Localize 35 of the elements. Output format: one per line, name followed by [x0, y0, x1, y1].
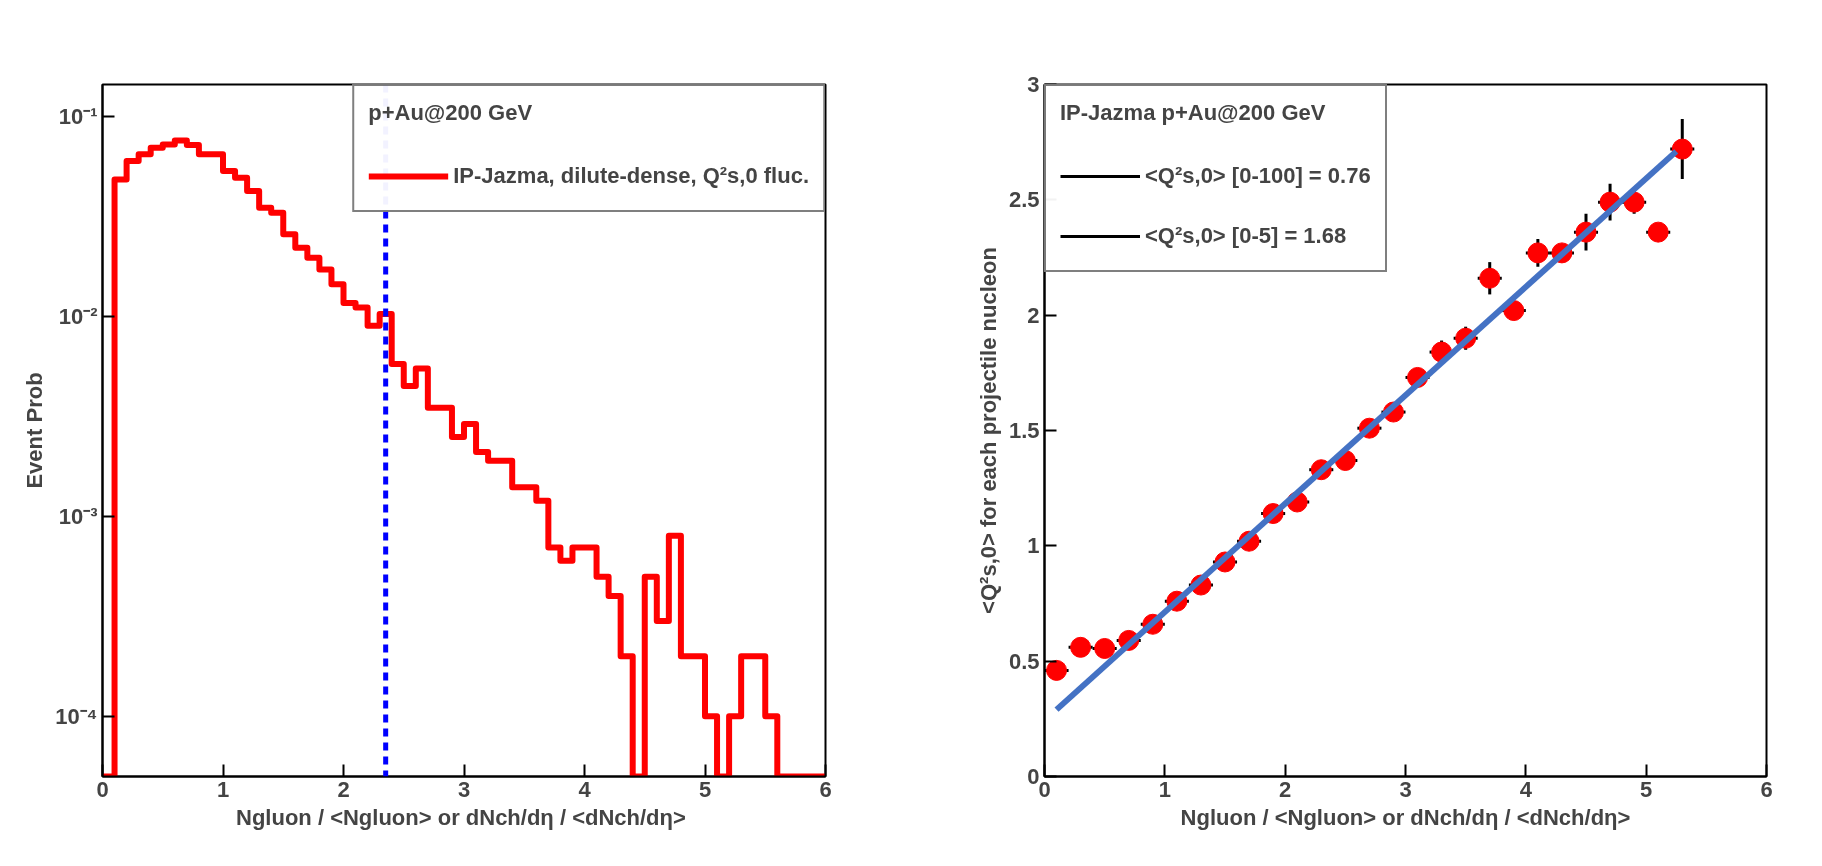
- x-axis-title: Ngluon / <Ngluon> or dNch/dη / <dNch/dη>: [236, 804, 686, 830]
- legend-title: IP-Jazma p+Au@200 GeV: [1060, 100, 1327, 126]
- x-tick-label: 6: [1760, 776, 1773, 802]
- y-tick-label: 0.5: [1008, 648, 1040, 674]
- y-tick-label: 10⁻³: [58, 503, 98, 529]
- annotation: <Q²s,0> [0-5] = 1.68: [1145, 222, 1347, 250]
- point: [1647, 221, 1669, 243]
- legend-title: p+Au@200 GeV: [368, 100, 534, 126]
- x-tick-label: 3: [1399, 776, 1412, 802]
- y-tick-label: 3: [1027, 72, 1040, 97]
- y-tick-label: 10⁻¹: [58, 104, 98, 130]
- y-tick-label: 10⁻²: [58, 304, 98, 330]
- x-tick-label: 1: [216, 776, 230, 802]
- x-tick-label: 2: [1279, 776, 1292, 802]
- legend-label: IP-Jazma, dilute-dense, Q²s,0 fluc.: [453, 162, 809, 190]
- y-tick-label: 2: [1027, 302, 1040, 328]
- x-axis-title: Ngluon / <Ngluon> or dNch/dη / <dNch/dη>: [1180, 804, 1631, 830]
- y-tick-label: 10⁻⁴: [55, 703, 98, 729]
- y-tick-label: 1.5: [1008, 418, 1040, 443]
- point: [1671, 138, 1693, 160]
- x-tick-label: 4: [578, 776, 592, 802]
- x-tick-label: 3: [457, 776, 471, 802]
- x-tick-label: 6: [819, 776, 832, 802]
- annotation: <Q²s,0> [0-100] = 0.76: [1145, 162, 1371, 190]
- x-tick-label: 5: [1640, 776, 1653, 802]
- y-tick-label: 1: [1027, 533, 1040, 559]
- point: [1479, 267, 1501, 289]
- y-axis-title: Event Prob: [22, 372, 48, 489]
- x-tick-label: 5: [698, 776, 712, 802]
- point: [1046, 659, 1068, 681]
- x-tick-label: 1: [1158, 776, 1171, 802]
- x-tick-label: 2: [337, 776, 350, 802]
- y-tick-label: 2.5: [1008, 187, 1040, 213]
- y-axis-title: <Q²s,0> for each projectile nucleon: [975, 247, 1001, 614]
- x-tick-label: 4: [1519, 776, 1533, 802]
